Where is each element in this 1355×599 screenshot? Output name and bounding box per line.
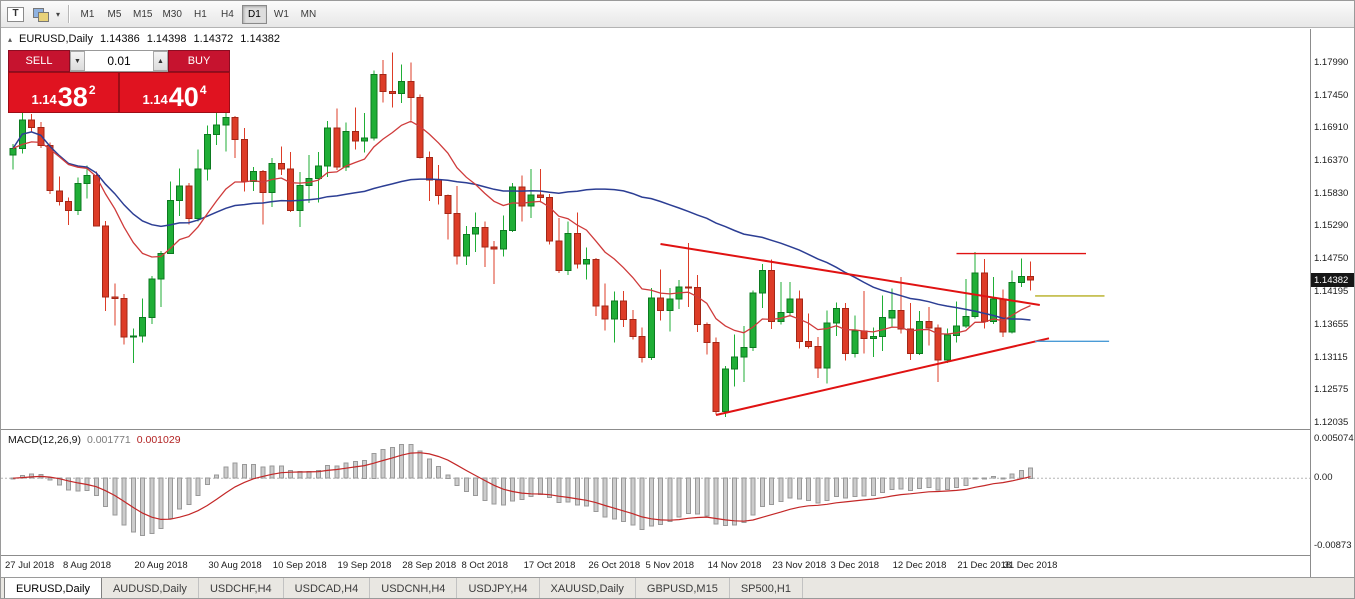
ohlc-low-value: 1.14372	[193, 33, 234, 45]
lot-decrease-button[interactable]: ▼	[70, 51, 85, 71]
chart-layout-button[interactable]	[29, 4, 52, 25]
sell-price-fraction: 2	[88, 83, 96, 97]
sell-price-big-figure: 1.14	[31, 92, 57, 107]
ohlc-open-value: 1.14386	[99, 33, 140, 45]
timeframe-button-m15[interactable]: M15	[129, 5, 156, 24]
macd-plot[interactable]	[1, 430, 1312, 556]
price-axis-tick: 1.14195	[1314, 286, 1349, 298]
layers-icon	[33, 7, 49, 22]
date-axis-tick: 8 Oct 2018	[461, 560, 508, 571]
buy-price-button[interactable]: 1.14 40 4	[119, 72, 230, 113]
timeframe-button-m5[interactable]: M5	[102, 5, 127, 24]
macd-indicator-pane[interactable]: MACD(12,26,9) 0.001771 0.001029	[1, 429, 1312, 556]
date-axis-tick: 31 Dec 2018	[1003, 560, 1058, 571]
macd-axis-tick: 0.005074	[1314, 432, 1354, 444]
macd-axis-tick: 0.00	[1314, 472, 1333, 484]
candles	[9, 52, 1034, 417]
price-axis-tick: 1.16910	[1314, 122, 1349, 134]
date-axis-tick: 23 Nov 2018	[772, 560, 827, 571]
main-chart-plot[interactable]	[1, 29, 1312, 429]
trendlines	[660, 243, 1110, 416]
chart-symbol-label: EURUSD,Daily	[19, 33, 93, 45]
buy-price-big-figure: 1.14	[142, 92, 168, 107]
date-axis-tick: 28 Sep 2018	[402, 560, 457, 571]
macd-signal-value: 0.001029	[136, 434, 181, 446]
one-click-toggle-icon[interactable]: ▴	[8, 34, 13, 44]
timeframe-button-mn[interactable]: MN	[296, 5, 321, 24]
buy-price-fraction: 4	[199, 83, 207, 97]
date-axis-tick: 14 Nov 2018	[707, 560, 762, 571]
timeframe-button-m30[interactable]: M30	[158, 5, 185, 24]
sell-button[interactable]: SELL	[8, 50, 70, 72]
lot-increase-button[interactable]: ▲	[153, 51, 168, 71]
buy-button[interactable]: BUY	[168, 50, 230, 72]
timeframe-button-h1[interactable]: H1	[188, 5, 213, 24]
price-axis-tick: 1.13655	[1314, 319, 1349, 331]
toolbar-separator	[68, 5, 70, 23]
ohlc-high-value: 1.14398	[146, 33, 187, 45]
chart-tab-usdjpy-h4[interactable]: USDJPY,H4	[457, 578, 540, 598]
timeframe-button-w1[interactable]: W1	[269, 5, 294, 24]
chart-tab-sp500-h1[interactable]: SP500,H1	[730, 578, 803, 598]
price-axis-tick: 1.12035	[1314, 416, 1349, 428]
date-axis-tick: 20 Aug 2018	[134, 560, 188, 571]
price-axis: 1.14382 1.17990 1.17450 1.16910 1.16370 1.15…	[1310, 29, 1354, 577]
macd-histogram	[10, 444, 1033, 536]
price-axis-tick: 1.15830	[1314, 187, 1349, 199]
sell-price-pips: 38	[57, 82, 88, 113]
price-axis-tick: 1.13115	[1314, 351, 1348, 363]
date-axis-tick: 19 Sep 2018	[337, 560, 392, 571]
chart-tab-usdcnh-h4[interactable]: USDCNH,H4	[370, 578, 458, 598]
top-toolbar: T ▾ M1 M5 M15 M30 H1 H4 D1 W1 MN	[1, 1, 1354, 28]
timeframe-button-h4[interactable]: H4	[215, 5, 240, 24]
date-axis-tick: 10 Sep 2018	[272, 560, 327, 571]
chart-tab-gbpusd-m15[interactable]: GBPUSD,M15	[636, 578, 730, 598]
price-axis-tick: 1.17990	[1314, 57, 1349, 68]
date-axis-tick: 26 Oct 2018	[588, 560, 641, 571]
chart-tab-usdchf-h4[interactable]: USDCHF,H4	[199, 578, 284, 598]
price-axis-tick: 1.17450	[1314, 89, 1349, 101]
date-axis-tick: 21 Dec 2018	[957, 560, 1012, 571]
text-tool-button[interactable]: T	[3, 4, 28, 25]
ma-fast-line	[12, 120, 1031, 335]
sell-price-button[interactable]: 1.14 38 2	[8, 72, 119, 113]
timeframe-button-m1[interactable]: M1	[75, 5, 100, 24]
ma-slow-line	[12, 131, 1031, 321]
macd-label: MACD(12,26,9) 0.001771 0.001029	[8, 434, 181, 446]
one-click-trading-widget: SELL ▼ 0.01 ▲ BUY 1.14 38 2 1.14 40 4	[8, 50, 230, 113]
main-chart-pane[interactable]: ▴ EURUSD,Daily 1.14386 1.14398 1.14372 1…	[1, 29, 1312, 429]
date-axis-tick: 12 Dec 2018	[892, 560, 947, 571]
price-axis-tick: 1.16370	[1314, 154, 1349, 166]
price-axis-tick: 1.14750	[1314, 252, 1349, 264]
chart-tab-usdcad-h4[interactable]: USDCAD,H4	[284, 578, 371, 598]
date-axis-tick: 30 Aug 2018	[208, 560, 262, 571]
price-axis-tick: 1.12575	[1314, 384, 1349, 396]
date-axis-tick: 17 Oct 2018	[523, 560, 576, 571]
chart-tab-eurusd-daily[interactable]: EURUSD,Daily	[4, 578, 102, 598]
date-axis-tick: 8 Aug 2018	[62, 560, 112, 571]
chart-tab-audusd-daily[interactable]: AUDUSD,Daily	[102, 578, 199, 598]
macd-signal-line	[12, 452, 1031, 522]
lot-size-value[interactable]: 0.01	[107, 54, 131, 68]
date-axis-tick: 27 Jul 2018	[5, 560, 55, 571]
chart-tabs-bar: EURUSD,Daily AUDUSD,Daily USDCHF,H4 USDCAD,…	[1, 577, 1354, 598]
text-tool-icon: T	[7, 6, 24, 22]
date-axis-tick: 5 Nov 2018	[645, 560, 695, 571]
buy-price-pips: 40	[168, 82, 199, 113]
price-axis-tick: 1.15290	[1314, 220, 1349, 232]
macd-main-value: 0.001771	[86, 434, 131, 446]
chart-header: ▴ EURUSD,Daily 1.14386 1.14398 1.14372 1…	[8, 33, 280, 45]
date-axis: 27 Jul 2018 8 Aug 2018 20 Aug 2018 30 Aug 2…	[1, 555, 1312, 578]
layout-dropdown-caret-icon[interactable]: ▾	[53, 4, 63, 25]
macd-indicator-name: MACD(12,26,9)	[8, 434, 81, 446]
chart-tab-xauusd-daily[interactable]: XAUUSD,Daily	[540, 578, 636, 598]
date-axis-tick: 3 Dec 2018	[830, 560, 880, 571]
ohlc-close-value: 1.14382	[240, 33, 281, 45]
timeframe-button-d1[interactable]: D1	[241, 4, 267, 24]
timeframe-toolbar: M1 M5 M15 M30 H1 H4 D1 W1 MN	[75, 4, 321, 24]
macd-axis-tick: -0.00873	[1314, 540, 1352, 552]
current-price-badge: 1.14382	[1311, 273, 1354, 288]
lot-size-field: ▼ 0.01 ▲	[70, 50, 168, 72]
